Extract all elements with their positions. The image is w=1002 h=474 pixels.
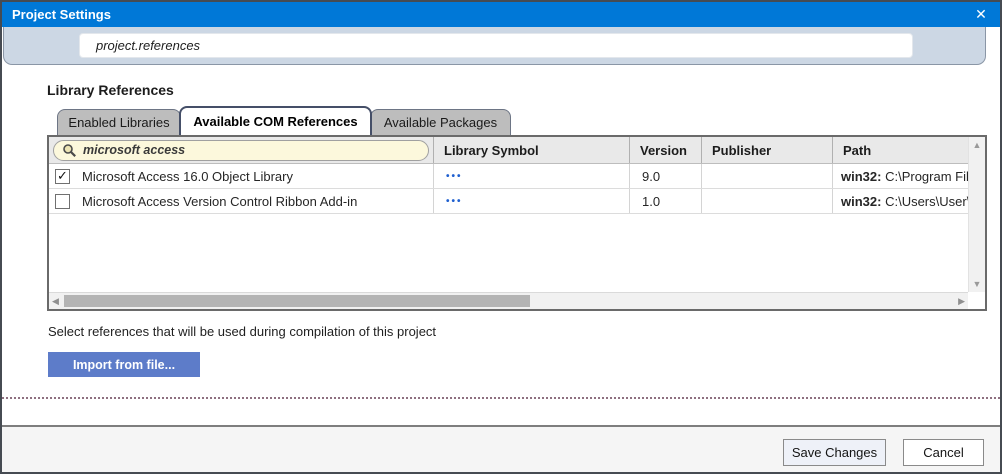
cancel-button[interactable]: Cancel (903, 439, 984, 466)
search-input[interactable]: microsoft access (53, 139, 429, 161)
path-cell: win32: C:\Program File (833, 164, 968, 188)
table-empty-area (49, 214, 985, 292)
reference-name-cell: Microsoft Access Version Control Ribbon … (49, 189, 434, 213)
tab-available-com-references[interactable]: Available COM References (179, 106, 372, 135)
version-cell: 1.0 (630, 189, 702, 213)
section-heading: Library References (47, 82, 174, 98)
save-changes-button[interactable]: Save Changes (783, 439, 886, 466)
dotted-separator (2, 397, 1000, 399)
path-value: C:\Program File (881, 168, 968, 184)
reference-name-cell: ✓ Microsoft Access 16.0 Object Library (49, 164, 434, 188)
table-row[interactable]: Microsoft Access Version Control Ribbon … (49, 189, 985, 214)
scroll-right-icon[interactable]: ▶ (958, 296, 965, 306)
footer-bar: Save Changes Cancel (2, 425, 1000, 472)
path-arch-prefix: win32: (841, 193, 882, 209)
scroll-down-icon[interactable]: ▼ (972, 279, 982, 289)
scroll-left-icon[interactable]: ◀ (52, 296, 59, 306)
titlebar: Project Settings ✕ (2, 2, 1000, 27)
scroll-up-icon[interactable]: ▲ (972, 140, 982, 150)
table-header-row: microsoft access Library Symbol Version … (49, 137, 985, 164)
reference-name: Microsoft Access Version Control Ribbon … (82, 193, 358, 209)
reference-checkbox-checked[interactable]: ✓ (55, 168, 70, 184)
settings-key-band: project.references (3, 27, 986, 65)
search-icon (63, 143, 76, 157)
close-icon[interactable]: ✕ (975, 6, 987, 22)
version-cell: 9.0 (630, 164, 702, 188)
reference-checkbox-unchecked[interactable] (55, 193, 70, 209)
dialog-title: Project Settings (12, 7, 111, 22)
path-arch-prefix: win32: (841, 168, 882, 184)
settings-key-input[interactable]: project.references (79, 33, 913, 58)
references-table: microsoft access Library Symbol Version … (47, 135, 987, 311)
column-header-library-symbol[interactable]: Library Symbol (434, 137, 630, 163)
symbol-ellipsis-link[interactable]: ••• (446, 195, 463, 207)
column-header-version[interactable]: Version (630, 137, 702, 163)
search-query-text: microsoft access (83, 143, 186, 157)
table-row[interactable]: ✓ Microsoft Access 16.0 Object Library •… (49, 164, 985, 189)
vertical-scrollbar[interactable]: ▲ ▼ (968, 137, 985, 292)
publisher-cell (702, 164, 833, 188)
import-from-file-button[interactable]: Import from file... (48, 352, 200, 377)
column-header-path[interactable]: Path (843, 142, 872, 158)
horizontal-scrollbar-thumb[interactable] (64, 295, 530, 307)
tab-enabled-libraries[interactable]: Enabled Libraries (57, 109, 181, 135)
search-header-cell: microsoft access (49, 137, 434, 163)
tab-strip: Enabled Libraries Available COM Referenc… (57, 106, 511, 135)
symbol-ellipsis-link[interactable]: ••• (446, 170, 463, 182)
library-symbol-cell: ••• (434, 164, 630, 188)
publisher-cell (702, 189, 833, 213)
path-cell: win32: C:\Users\User\A (833, 189, 968, 213)
path-value: C:\Users\User\A (885, 193, 968, 209)
reference-name: Microsoft Access 16.0 Object Library (82, 168, 293, 184)
tab-available-packages[interactable]: Available Packages (370, 109, 511, 135)
library-symbol-cell: ••• (434, 189, 630, 213)
compilation-note: Select references that will be used duri… (48, 324, 437, 339)
horizontal-scrollbar[interactable]: ◀ ▶ (49, 292, 968, 309)
column-header-publisher[interactable]: Publisher (702, 137, 833, 163)
checkmark-icon: ✓ (57, 168, 68, 183)
